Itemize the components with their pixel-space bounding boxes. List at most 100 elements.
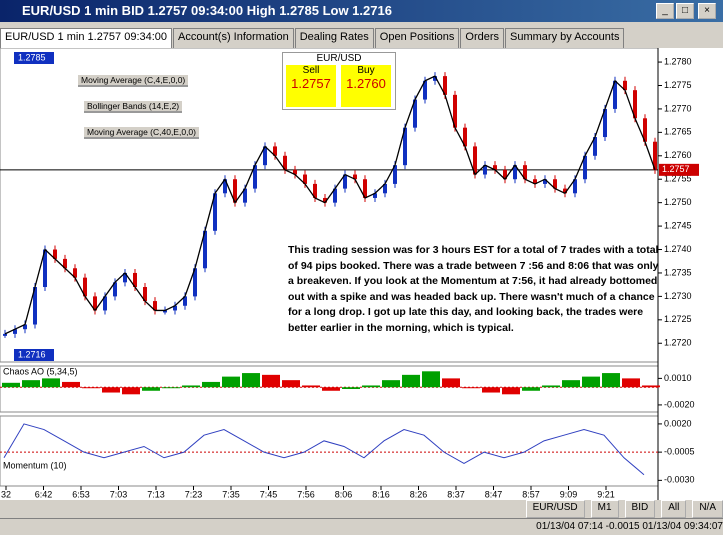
toolbar-button[interactable]: All [661, 500, 687, 518]
toolbar-button[interactable]: M1 [590, 500, 619, 518]
candle [33, 287, 37, 325]
low-label: 1.2716 [18, 349, 46, 359]
toolbar: EUR/USD M1 BID All N/A [0, 500, 723, 518]
candle [303, 174, 307, 184]
candle [373, 193, 377, 198]
y-tick-label: -0.0005 [664, 447, 695, 457]
candle [383, 183, 387, 194]
y-tick-label: 1.2735 [664, 267, 692, 277]
low-box [14, 349, 54, 361]
candle [593, 137, 597, 156]
candle [253, 165, 257, 189]
candle [113, 282, 117, 297]
candle [223, 179, 227, 194]
maximize-button[interactable]: □ [676, 3, 694, 19]
candle [43, 249, 47, 288]
sell-box[interactable]: Sell 1.2757 [286, 65, 336, 107]
candle [483, 165, 487, 175]
toolbar-button[interactable]: BID [624, 500, 656, 518]
candle [53, 249, 57, 259]
time-label: 7:45 [260, 489, 278, 499]
time-label: 7:13 [147, 489, 165, 499]
candle [193, 268, 197, 297]
ao-bar [582, 376, 600, 388]
close-line [4, 75, 656, 335]
annotation: This trading session was for 3 hours EST… [288, 244, 659, 334]
candle [643, 118, 647, 142]
ao-bar [122, 387, 140, 395]
tab[interactable]: Open Positions [374, 28, 460, 48]
candle [273, 146, 277, 156]
time-label: 9:09 [560, 489, 578, 499]
y-tick-label: 1.2755 [664, 174, 692, 184]
ao-bar [502, 387, 520, 395]
y-tick-label: 1.2730 [664, 291, 692, 301]
chart-area: 1.27801.27751.27701.27651.27601.27551.27… [0, 48, 723, 500]
tab[interactable]: Orders [460, 28, 505, 48]
candle [563, 188, 567, 194]
tab[interactable]: Account(s) Information [173, 28, 294, 48]
candle [333, 188, 337, 203]
ao-bar [642, 385, 660, 388]
candle [443, 76, 447, 95]
high-box [14, 52, 54, 64]
current-price-box [659, 163, 699, 176]
y-tick-label: 0.0020 [664, 418, 692, 428]
candle [393, 165, 397, 184]
ao-bar [242, 373, 260, 388]
candle [413, 99, 417, 128]
candle [293, 169, 297, 175]
ao-bar [162, 387, 180, 389]
candle [3, 333, 7, 336]
y-tick-label: 1.2725 [664, 314, 692, 324]
candle [453, 94, 457, 128]
time-label: 6:42 [35, 489, 53, 499]
candle [473, 146, 477, 175]
y-tick-label: -0.0020 [664, 399, 695, 409]
time-label: 8:26 [410, 489, 428, 499]
ao-bar [2, 382, 20, 388]
pair: EUR/USD [316, 53, 362, 64]
buy-box[interactable]: Buy 1.2760 [341, 65, 391, 107]
toolbar-button[interactable]: EUR/USD [525, 500, 585, 518]
ao-bar [402, 374, 420, 388]
ao-bar [322, 387, 340, 391]
time-label: 8:06 [335, 489, 353, 499]
candle [463, 127, 467, 147]
time-label: 32 [1, 489, 11, 499]
candle [183, 296, 187, 306]
time-label: 8:47 [485, 489, 503, 499]
tab[interactable]: Dealing Rates [294, 28, 374, 48]
candle [163, 310, 167, 313]
tab-bar: EUR/USD 1 min 1.2757 09:34:00 Account(s) … [0, 28, 625, 48]
candle [263, 146, 267, 166]
current-price-label: 1.2757 [662, 164, 690, 174]
minimize-button[interactable]: _ [656, 3, 674, 19]
y-tick-label: 1.2760 [664, 150, 692, 160]
ao-bar [462, 387, 480, 389]
indicator-label: Moving Average (C,4,E,0,0) [78, 75, 189, 87]
y-tick-label: 1.2740 [664, 244, 692, 254]
ao-bar [562, 380, 580, 388]
tab[interactable]: Summary by Accounts [505, 28, 625, 48]
close-button[interactable]: × [698, 3, 716, 19]
time-label: 8:37 [447, 489, 465, 499]
time-label: 8:16 [372, 489, 390, 499]
candle [583, 155, 587, 180]
y-tick-label: 1.2750 [664, 197, 692, 207]
candle [533, 179, 537, 184]
status-bar: 01/13/04 07:14 -0.0015 01/13/04 09:34:07 [0, 518, 723, 535]
toolbar-button[interactable]: N/A [692, 500, 723, 518]
candle [553, 179, 557, 189]
candle [233, 179, 237, 203]
y-tick-label: -0.0030 [664, 475, 695, 485]
ao-bar [22, 380, 40, 388]
dealing-box[interactable]: EUR/USD Sell 1.2757 Buy 1.2760 [282, 52, 396, 110]
ao-bar [142, 387, 160, 391]
ao-bar [422, 371, 440, 388]
ao-bar [302, 385, 320, 388]
candle [73, 268, 77, 278]
tab[interactable]: EUR/USD 1 min 1.2757 09:34:00 [0, 28, 173, 48]
candle [523, 165, 527, 180]
